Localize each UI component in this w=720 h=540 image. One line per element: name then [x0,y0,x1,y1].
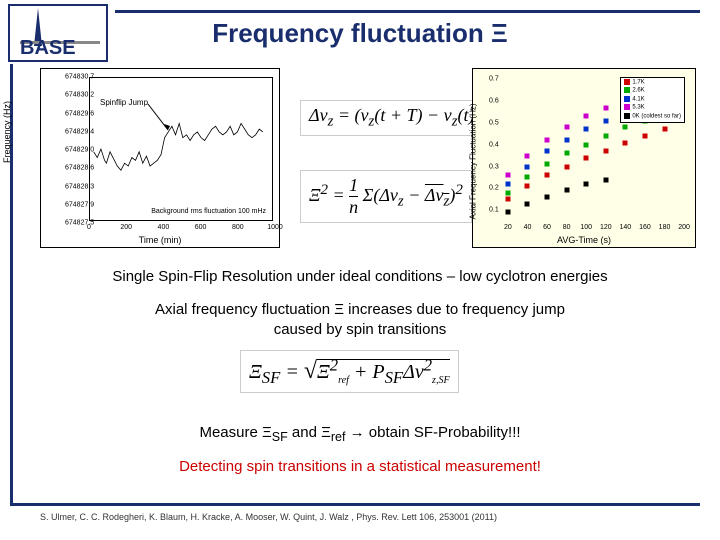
eq-xi-squared: Ξ2 = 1n Σ(Δνz − Δνz)2 [300,170,472,223]
text-axial-fluctuation: Axial frequency fluctuation Ξ increases … [0,300,720,341]
chart2-legend: 1.7K2.6K4.1K5.3K0K (coldest so far) [620,77,685,123]
eq-delta-nu: Δνz = (νz(t + T) − νz(t)) [300,100,490,136]
spinflip-annot: Spinflip Jump [100,98,148,107]
citation: S. Ulmer, C. C. Rodegheri, K. Blaum, H. … [40,512,497,522]
arrow-icon [146,102,176,138]
slide-title: Frequency fluctuation Ξ [0,18,720,49]
chart2-ylabel: Axial Frequency Fluctuation (Hz) [469,103,478,219]
chart1-xlabel: Time (min) [41,235,279,245]
chart1-ylabel: Frequency (Hz) [2,101,12,163]
chart1-plotarea: Spinflip Jump Background rms fluctuation… [89,77,273,221]
text-measure: Measure ΞSF and Ξref → obtain SF-Probabi… [0,424,720,444]
text-detecting: Detecting spin transitions in a statisti… [0,458,720,475]
chart2-xlabel: AVG-Time (s) [473,235,695,245]
bottom-rule [10,503,700,506]
top-rule [115,10,700,13]
frequency-time-chart: Frequency (Hz) Time (min) Spinflip Jump … [40,68,280,248]
text-single-spinflip: Single Spin-Flip Resolution under ideal … [0,268,720,285]
fluctuation-avgtime-chart: Axial Frequency Fluctuation (Hz) AVG-Tim… [472,68,696,248]
eq-xi-sf: ΞSF = √Ξ2ref + PSFΔν2z,SF [240,350,459,393]
bg-annot: Background rms fluctuation 100 mHz [151,208,266,216]
